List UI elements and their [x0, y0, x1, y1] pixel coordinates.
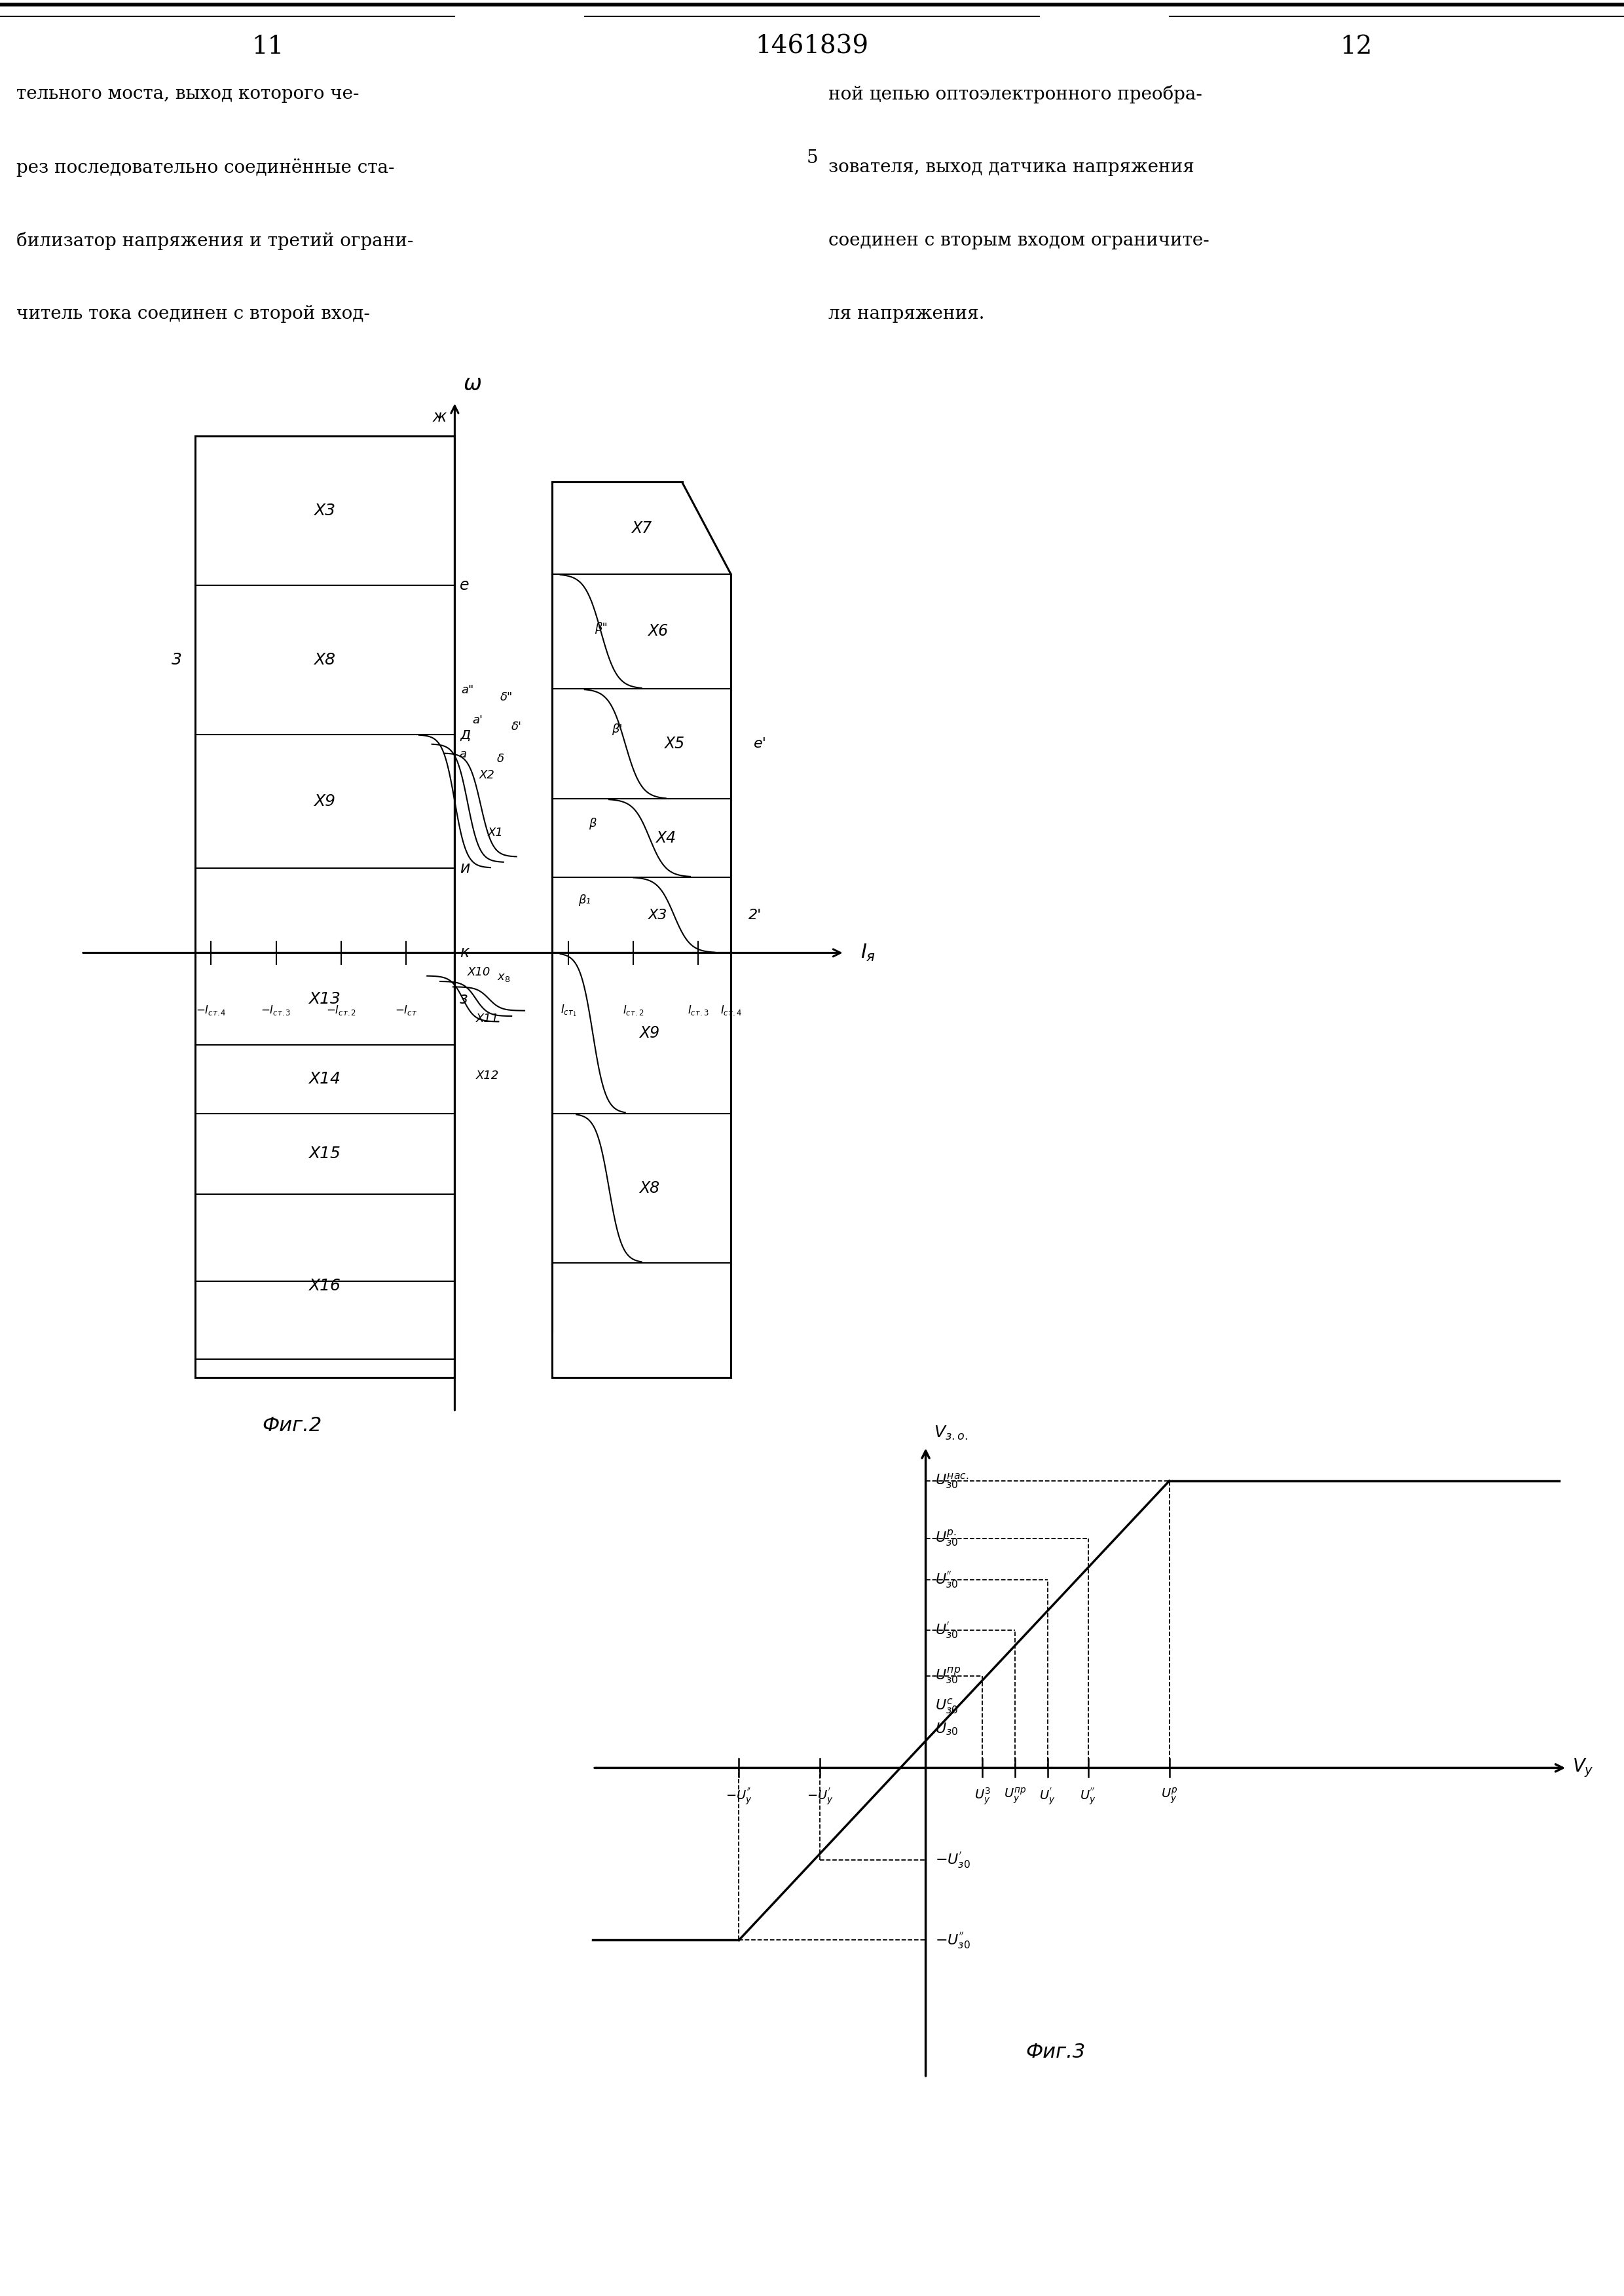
Text: a': a' [473, 714, 482, 726]
Text: X3: X3 [648, 909, 667, 921]
Text: β": β" [594, 622, 607, 634]
Text: $U_у^{р}$: $U_у^{р}$ [1161, 1786, 1177, 1805]
Text: X6: X6 [648, 625, 667, 638]
Text: $-I_{ст.4}$: $-I_{ст.4}$ [197, 1003, 226, 1017]
Text: $I_{ст_1}$: $I_{ст_1}$ [560, 1003, 577, 1017]
Text: β': β' [612, 723, 622, 735]
Text: ж: ж [432, 409, 447, 425]
Text: X15: X15 [309, 1146, 341, 1162]
Text: X8: X8 [313, 652, 336, 668]
Text: 5: 5 [806, 149, 818, 168]
Text: д: д [460, 728, 471, 742]
Text: $U_у^{''}$: $U_у^{''}$ [1080, 1786, 1096, 1807]
Text: $U_у^3$: $U_у^3$ [974, 1786, 991, 1807]
Text: $U_у^{пр}$: $U_у^{пр}$ [1004, 1786, 1026, 1805]
Text: ля напряжения.: ля напряжения. [828, 305, 984, 324]
Text: $V_{з.о.}$: $V_{з.о.}$ [934, 1426, 968, 1442]
Text: a: a [460, 748, 466, 760]
Text: $V_у$: $V_у$ [1572, 1756, 1593, 1779]
Text: з: з [460, 992, 468, 1006]
Text: δ': δ' [512, 721, 521, 732]
Text: к: к [460, 946, 469, 960]
Text: β: β [590, 817, 596, 829]
Text: X11: X11 [476, 1013, 499, 1024]
Text: δ": δ" [500, 691, 513, 703]
Text: X16: X16 [309, 1279, 341, 1293]
Text: X2: X2 [479, 769, 495, 781]
Text: тельного моста, выход которого че-: тельного моста, выход которого че- [16, 85, 359, 103]
Text: $-I_{ст}$: $-I_{ст}$ [395, 1003, 417, 1017]
Text: X14: X14 [309, 1072, 341, 1086]
Text: X9: X9 [313, 794, 336, 808]
Text: β₁: β₁ [578, 895, 591, 907]
Text: $U_{з0}^{пр}$: $U_{з0}^{пр}$ [935, 1667, 961, 1685]
Text: $x_8$: $x_8$ [497, 971, 510, 983]
Text: $-U_{з0}^{'}$: $-U_{з0}^{'}$ [935, 1851, 971, 1869]
Text: X13: X13 [309, 992, 341, 1006]
Text: билизатор напряжения и третий ограни-: билизатор напряжения и третий ограни- [16, 232, 414, 250]
Text: X5: X5 [664, 737, 684, 751]
Text: 11: 11 [252, 34, 284, 60]
Text: $U_у^{'}$: $U_у^{'}$ [1039, 1786, 1056, 1807]
Text: 2': 2' [749, 909, 762, 921]
Text: X4: X4 [656, 831, 676, 845]
Text: δ: δ [497, 753, 503, 765]
Text: $-U_{з0}^{''}$: $-U_{з0}^{''}$ [935, 1931, 971, 1949]
Text: $\omega$: $\omega$ [463, 374, 481, 395]
Text: $U_{з0}^{р.}$: $U_{з0}^{р.}$ [935, 1529, 958, 1548]
Text: X9: X9 [640, 1026, 659, 1040]
Text: e': e' [754, 737, 767, 751]
Text: $-I_{ст.3}$: $-I_{ст.3}$ [261, 1003, 291, 1017]
Text: $U_{з0}^{''}$: $U_{з0}^{''}$ [935, 1570, 958, 1589]
Text: ной цепью оптоэлектронного преобра-: ной цепью оптоэлектронного преобра- [828, 85, 1202, 103]
Text: $I_я$: $I_я$ [861, 944, 875, 962]
Text: $-U_у^{''}$: $-U_у^{''}$ [726, 1786, 752, 1807]
Text: $U_{з0}^{'}$: $U_{з0}^{'}$ [935, 1621, 958, 1639]
Text: 1461839: 1461839 [755, 34, 869, 60]
Text: X3: X3 [313, 503, 336, 519]
Text: X10: X10 [468, 967, 490, 978]
Text: X8: X8 [640, 1180, 659, 1196]
Text: X1: X1 [487, 827, 503, 838]
Text: X7: X7 [632, 521, 651, 535]
Text: читель тока соединен с второй вход-: читель тока соединен с второй вход- [16, 305, 370, 324]
Text: $I_{ст.3}$: $I_{ст.3}$ [687, 1003, 710, 1017]
Text: зователя, выход датчика напряжения: зователя, выход датчика напряжения [828, 158, 1194, 177]
Text: a": a" [461, 684, 474, 696]
Text: $U_{з0}^{с}$: $U_{з0}^{с}$ [935, 1697, 958, 1715]
Text: Фиг.3: Фиг.3 [1026, 2043, 1085, 2062]
Text: 3: 3 [172, 652, 182, 668]
Text: $U_{з0}^{нас.}$: $U_{з0}^{нас.}$ [935, 1472, 970, 1490]
Text: и: и [460, 861, 469, 875]
Text: Фиг.2: Фиг.2 [263, 1417, 322, 1435]
Text: рез последовательно соединённые ста-: рез последовательно соединённые ста- [16, 158, 395, 177]
Text: $I_{ст.4}$: $I_{ст.4}$ [719, 1003, 742, 1017]
Text: соединен с вторым входом ограничите-: соединен с вторым входом ограничите- [828, 232, 1210, 250]
Text: $-U_у^{'}$: $-U_у^{'}$ [807, 1786, 833, 1807]
Text: 12: 12 [1340, 34, 1372, 60]
Text: $U_{з0}$: $U_{з0}$ [935, 1722, 958, 1736]
Text: $-I_{ст.2}$: $-I_{ст.2}$ [326, 1003, 356, 1017]
Text: X12: X12 [476, 1070, 499, 1081]
Text: е: е [460, 579, 469, 592]
Text: $I_{ст.2}$: $I_{ст.2}$ [622, 1003, 645, 1017]
